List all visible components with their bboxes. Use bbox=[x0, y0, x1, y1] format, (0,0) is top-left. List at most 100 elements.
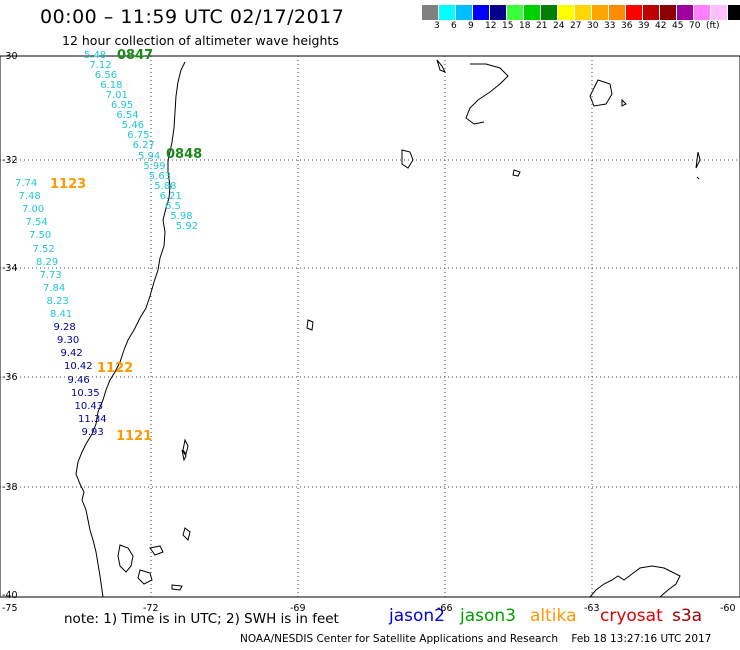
wave-height-value: 10.35 bbox=[71, 387, 100, 399]
legend-swatch bbox=[575, 5, 592, 20]
wave-height-value: 5.88 bbox=[154, 180, 177, 192]
legend-swatch bbox=[439, 5, 456, 20]
legend-label: (ft) bbox=[706, 21, 720, 31]
wave-height-value: 7.00 bbox=[22, 204, 45, 216]
legend-swatch bbox=[541, 5, 558, 20]
lon-label: -75 bbox=[2, 603, 18, 614]
chart-subtitle: 12 hour collection of altimeter wave hei… bbox=[62, 33, 339, 48]
wave-height-value: 7.01 bbox=[105, 90, 128, 102]
wave-height-value: 5.94 bbox=[138, 150, 161, 162]
lat-label: -34 bbox=[2, 263, 18, 274]
argentina-coastline bbox=[401, 59, 701, 180]
wave-height-value: 7.84 bbox=[43, 282, 66, 294]
footer-note: note: 1) Time is in UTC; 2) SWH is in fe… bbox=[64, 611, 339, 627]
wave-height-value: 6.95 bbox=[111, 100, 134, 112]
legend-labels: 3 6 9 12 15 18 21 24 27 30 33 36 39 42 45 70 (ft) bbox=[422, 21, 740, 35]
legend-swatch bbox=[643, 5, 660, 20]
wave-height-value: 9.93 bbox=[81, 426, 104, 438]
argentina-lakes bbox=[181, 319, 314, 462]
wave-height-value: 5.63 bbox=[148, 170, 172, 182]
lon-label: -72 bbox=[143, 603, 159, 614]
wave-height-value: 7.73 bbox=[39, 269, 62, 281]
wave-height-value: 7.54 bbox=[25, 217, 48, 229]
wave-height-value: 7.48 bbox=[18, 191, 41, 203]
lat-label: -36 bbox=[2, 372, 18, 383]
legend-swatch bbox=[558, 5, 575, 20]
pass-time-label: 0847 bbox=[117, 48, 154, 63]
legend-swatch bbox=[592, 5, 609, 20]
legend-label: 30 bbox=[587, 21, 599, 31]
pass-time-label: 1123 bbox=[50, 177, 87, 192]
wave-height-value: 11.34 bbox=[78, 413, 107, 425]
map-frame bbox=[0, 55, 740, 598]
legend-swatch bbox=[456, 5, 473, 20]
wave-height-value: 8.23 bbox=[46, 295, 69, 307]
wave-height-value: 5.48 bbox=[84, 50, 107, 61]
pass-time-label: 0848 bbox=[166, 147, 203, 162]
wave-height-value: 5.99 bbox=[143, 160, 166, 172]
legend-label: 12 bbox=[485, 21, 497, 31]
lon-label: -69 bbox=[290, 603, 306, 614]
lon-label: -66 bbox=[437, 603, 453, 614]
southern-islands bbox=[117, 527, 191, 591]
wave-height-value: 7.12 bbox=[89, 60, 112, 72]
valdes-peninsula bbox=[589, 565, 681, 598]
legend-swatch bbox=[694, 5, 711, 20]
satellite-jason2: jason2 bbox=[389, 606, 445, 626]
wave-height-value: 6.54 bbox=[116, 110, 139, 122]
legend-swatch bbox=[507, 5, 524, 20]
satellite-altika: altika bbox=[530, 606, 577, 626]
satellite-s3a: s3a bbox=[672, 606, 703, 626]
satellite-cryosat: cryosat bbox=[600, 606, 663, 626]
legend-swatch bbox=[711, 5, 728, 20]
legend-label: 36 bbox=[621, 21, 633, 31]
legend-label: 21 bbox=[536, 21, 548, 31]
lat-label: -32 bbox=[2, 155, 18, 166]
wave-height-value: 6.56 bbox=[94, 70, 118, 82]
legend-label: 3 bbox=[434, 21, 440, 31]
wave-height-value: 5.46 bbox=[121, 120, 145, 132]
legend-swatch bbox=[490, 5, 507, 20]
lat-label: -38 bbox=[2, 482, 18, 493]
wave-height-value: 8.41 bbox=[50, 309, 73, 320]
wave-height-value: 6.27 bbox=[132, 140, 155, 152]
legend-label: 42 bbox=[655, 21, 667, 31]
credit-line: NOAA/NESDIS Center for Satellite Applica… bbox=[240, 633, 711, 645]
wave-height-value: 6.75 bbox=[127, 130, 150, 142]
legend-label: 45 bbox=[672, 21, 684, 31]
legend-label: 15 bbox=[502, 21, 514, 31]
lat-label: -30 bbox=[2, 51, 18, 62]
wave-height-value: 6.5 bbox=[165, 200, 181, 212]
graticule bbox=[0, 56, 740, 597]
pass-time-label: 1121 bbox=[116, 429, 153, 444]
legend-label: 27 bbox=[570, 21, 582, 31]
legend-swatch bbox=[473, 5, 490, 20]
wave-height-value: 10.42 bbox=[64, 361, 93, 373]
wave-height-value: 5.98 bbox=[170, 210, 193, 222]
lat-label: -40 bbox=[2, 590, 18, 601]
wave-height-value: 6.21 bbox=[159, 190, 182, 202]
legend-label: 6 bbox=[451, 21, 457, 31]
wave-height-value: 9.30 bbox=[57, 335, 80, 347]
wave-height-value: 8.29 bbox=[36, 256, 59, 268]
legend-swatch bbox=[728, 5, 740, 20]
legend-label: 24 bbox=[553, 21, 565, 31]
wave-height-value: 7.50 bbox=[29, 230, 52, 242]
wave-height-value: 9.46 bbox=[67, 374, 90, 386]
credit-text: NOAA/NESDIS Center for Satellite Applica… bbox=[240, 633, 558, 645]
chart-title: 00:00 – 11:59 UTC 02/17/2017 bbox=[40, 6, 345, 28]
legend-label: 9 bbox=[468, 21, 474, 31]
wave-height-value: 10.43 bbox=[74, 400, 104, 412]
wave-height-color-legend bbox=[422, 5, 740, 20]
legend-label: 33 bbox=[604, 21, 616, 31]
pass-time-label: 1122 bbox=[97, 361, 134, 376]
legend-swatch bbox=[422, 5, 439, 20]
satellite-jason3: jason3 bbox=[460, 606, 516, 626]
wave-height-value: 6.18 bbox=[100, 80, 123, 92]
wave-height-value: 7.52 bbox=[32, 243, 55, 255]
wave-height-value: 7.74 bbox=[15, 178, 38, 189]
legend-swatch bbox=[524, 5, 541, 20]
lon-label: -63 bbox=[584, 603, 600, 614]
lon-label: -60 bbox=[720, 603, 736, 614]
